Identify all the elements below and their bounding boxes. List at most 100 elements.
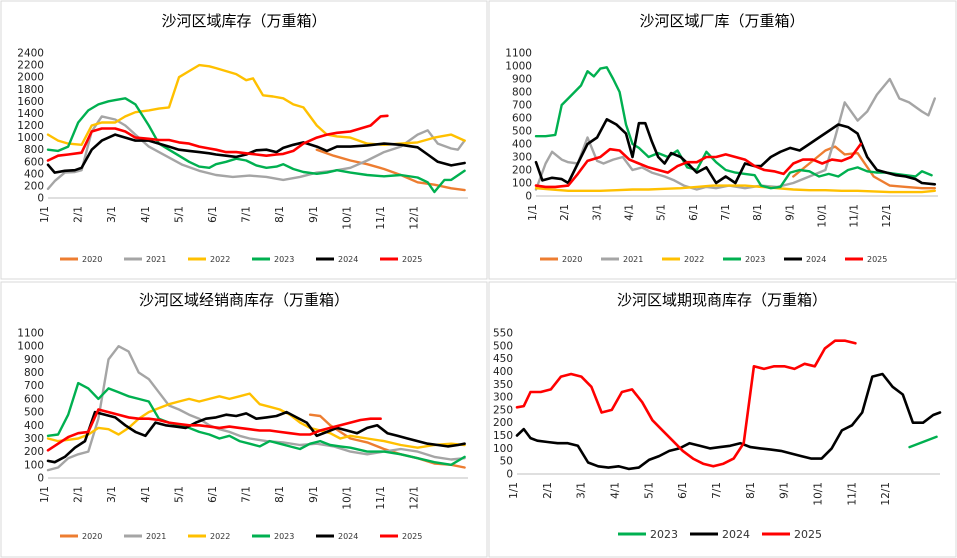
series-line-2023 bbox=[46, 381, 466, 466]
y-tick-label: 1200 bbox=[17, 120, 44, 132]
legend-label-2022: 2022 bbox=[210, 532, 230, 541]
legend-label-2023: 2023 bbox=[274, 255, 294, 264]
legend-label-2023: 2023 bbox=[274, 532, 294, 541]
x-tick-label: 9/1 bbox=[779, 482, 791, 499]
y-tick-label: 1800 bbox=[17, 84, 44, 96]
x-tick-label: 7/1 bbox=[711, 482, 723, 499]
panel-frame bbox=[488, 281, 957, 558]
series-line-2021 bbox=[46, 115, 466, 191]
series-line-2025 bbox=[534, 142, 863, 189]
legend-label-2025: 2025 bbox=[794, 528, 822, 541]
y-tick-label: 50 bbox=[500, 456, 513, 468]
x-tick-label: 6/1 bbox=[207, 206, 219, 223]
x-tick-label: 8/1 bbox=[752, 204, 764, 221]
series-line-2023 bbox=[46, 97, 466, 194]
legend-label-2020: 2020 bbox=[82, 255, 102, 264]
panel-frame bbox=[0, 0, 488, 280]
y-tick-label: 1600 bbox=[17, 96, 44, 108]
y-tick-label: 500 bbox=[512, 126, 532, 138]
chart-panel-3: 沙河区域经销商库存（万重箱）01002003004005006007008009… bbox=[0, 281, 488, 558]
series-line-2023 bbox=[534, 66, 933, 190]
chart-title: 沙河区域厂库（万重箱） bbox=[639, 12, 804, 30]
series-line-2025 bbox=[46, 408, 382, 452]
x-tick-label: 3/1 bbox=[106, 206, 118, 223]
y-tick-label: 700 bbox=[24, 380, 44, 392]
x-tick-label: 11/1 bbox=[849, 204, 861, 228]
y-tick-label: 100 bbox=[493, 443, 513, 455]
x-tick-label: 2/1 bbox=[73, 486, 85, 503]
x-tick-label: 7/1 bbox=[720, 204, 732, 221]
legend-label-2023: 2023 bbox=[745, 255, 765, 264]
y-tick-label: 200 bbox=[24, 180, 44, 192]
y-tick-label: 600 bbox=[24, 156, 44, 168]
y-tick-label: 450 bbox=[493, 353, 513, 365]
legend-label-2020: 2020 bbox=[562, 255, 582, 264]
y-tick-label: 300 bbox=[512, 152, 532, 164]
y-tick-label: 700 bbox=[512, 100, 532, 112]
x-tick-label: 11/1 bbox=[375, 206, 387, 230]
series-line-2024 bbox=[534, 118, 937, 186]
y-tick-label: 2400 bbox=[17, 48, 44, 60]
chart-title: 沙河区域经销商库存（万重箱） bbox=[139, 291, 349, 309]
x-tick-label: 7/1 bbox=[241, 206, 253, 223]
series-line-2024 bbox=[46, 410, 466, 464]
y-tick-label: 200 bbox=[24, 446, 44, 458]
y-tick-label: 300 bbox=[24, 433, 44, 445]
y-tick-label: 1100 bbox=[505, 48, 532, 60]
legend-label-2024: 2024 bbox=[338, 532, 358, 541]
legend-label-2025: 2025 bbox=[867, 255, 887, 264]
y-tick-label: 800 bbox=[24, 144, 44, 156]
series-line-2020 bbox=[792, 145, 936, 190]
x-tick-label: 9/1 bbox=[784, 204, 796, 221]
x-tick-label: 1/1 bbox=[527, 204, 539, 221]
x-tick-label: 12/1 bbox=[409, 486, 421, 510]
x-tick-label: 4/1 bbox=[610, 482, 622, 499]
x-tick-label: 6/1 bbox=[677, 482, 689, 499]
x-tick-label: 9/1 bbox=[308, 206, 320, 223]
y-tick-label: 800 bbox=[24, 367, 44, 379]
x-tick-label: 12/1 bbox=[409, 206, 421, 230]
y-tick-label: 400 bbox=[24, 168, 44, 180]
x-tick-label: 10/1 bbox=[341, 486, 353, 510]
legend-label-2025: 2025 bbox=[402, 532, 422, 541]
y-tick-label: 1100 bbox=[17, 328, 44, 340]
x-tick-label: 10/1 bbox=[813, 482, 825, 506]
legend-label-2024: 2024 bbox=[806, 255, 826, 264]
x-tick-label: 5/1 bbox=[173, 206, 185, 223]
legend-label-2023: 2023 bbox=[650, 528, 678, 541]
x-tick-label: 10/1 bbox=[816, 204, 828, 228]
y-tick-label: 200 bbox=[512, 165, 532, 177]
series-line-2023 bbox=[908, 435, 938, 449]
y-tick-label: 0 bbox=[37, 473, 44, 485]
x-tick-label: 7/1 bbox=[241, 486, 253, 503]
x-tick-label: 4/1 bbox=[140, 206, 152, 223]
series-line-2022 bbox=[46, 63, 466, 147]
y-tick-label: 400 bbox=[24, 420, 44, 432]
legend-label-2025: 2025 bbox=[402, 255, 422, 264]
y-tick-label: 600 bbox=[512, 113, 532, 125]
x-tick-label: 2/1 bbox=[559, 204, 571, 221]
x-tick-label: 12/1 bbox=[881, 204, 893, 228]
legend-label-2021: 2021 bbox=[146, 532, 166, 541]
x-tick-label: 6/1 bbox=[688, 204, 700, 221]
x-tick-label: 12/1 bbox=[880, 482, 892, 506]
y-tick-label: 100 bbox=[512, 178, 532, 190]
legend-label-2024: 2024 bbox=[722, 528, 750, 541]
x-tick-label: 2/1 bbox=[73, 206, 85, 223]
y-tick-label: 1000 bbox=[17, 132, 44, 144]
series-line-2025 bbox=[46, 114, 389, 162]
y-tick-label: 1000 bbox=[17, 341, 44, 353]
y-tick-label: 350 bbox=[493, 379, 513, 391]
legend-label-2022: 2022 bbox=[684, 255, 704, 264]
series-line-2022 bbox=[534, 184, 936, 194]
chart-panel-4: 沙河区域期现商库存（万重箱） 05010015020025030035040045… bbox=[488, 281, 957, 558]
series-line-2024 bbox=[515, 372, 942, 471]
series-line-2024 bbox=[46, 133, 466, 174]
x-tick-label: 1/1 bbox=[508, 482, 520, 499]
legend-label-2021: 2021 bbox=[146, 255, 166, 264]
y-tick-label: 400 bbox=[493, 366, 513, 378]
y-tick-label: 2000 bbox=[17, 72, 44, 84]
x-tick-label: 9/1 bbox=[308, 486, 320, 503]
chart-title: 沙河区域库存（万重箱） bbox=[161, 12, 326, 30]
